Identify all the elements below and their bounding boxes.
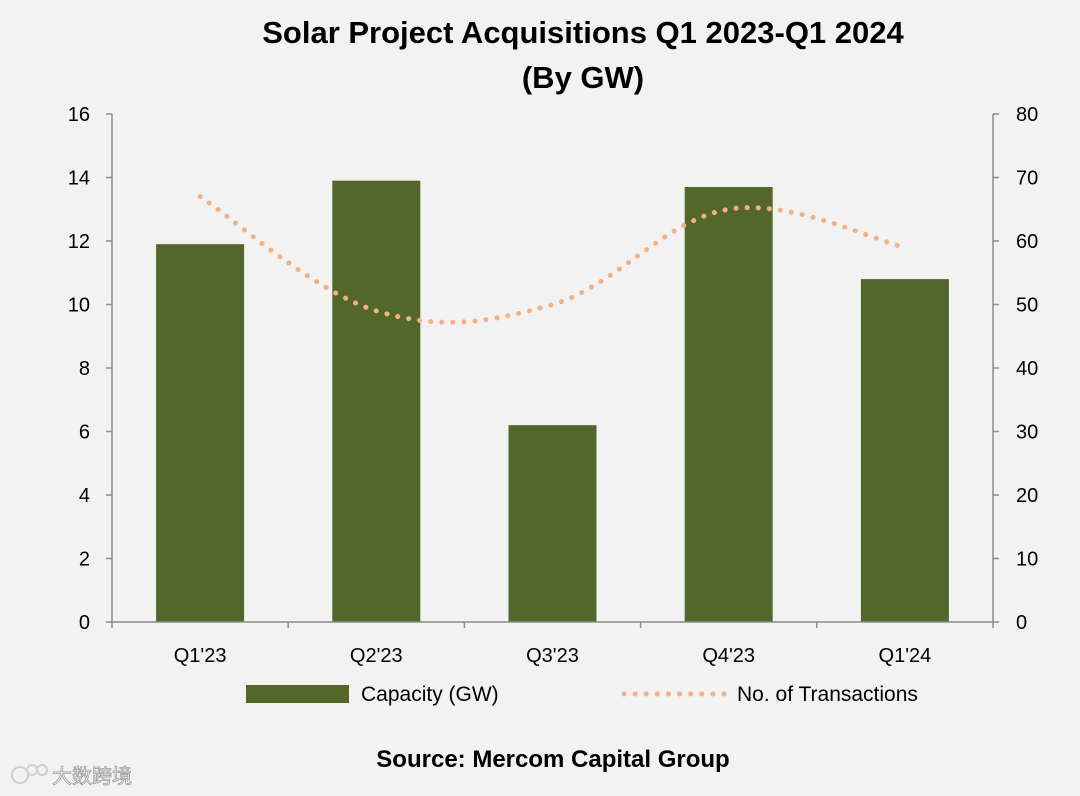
- legend-capacity-swatch: [246, 685, 349, 703]
- right-tick-label: 10: [1016, 549, 1038, 571]
- left-tick-label: 12: [68, 231, 90, 253]
- right-tick-label: 70: [1016, 168, 1038, 190]
- transactions-line: [197, 194, 908, 325]
- right-tick-label: 60: [1016, 231, 1038, 253]
- right-tick-label: 50: [1016, 295, 1038, 317]
- left-tick-label: 4: [79, 485, 90, 507]
- chart-title: Solar Project Acquisitions Q1 2023-Q1 20…: [262, 15, 904, 50]
- bar-Q1'24: [860, 279, 949, 622]
- left-tick-label: 16: [68, 104, 90, 126]
- left-tick-label: 14: [68, 168, 90, 190]
- bar-Q2'23: [332, 180, 421, 623]
- x-tick-label: Q2'23: [350, 645, 403, 667]
- left-tick-label: 0: [79, 612, 90, 634]
- right-tick-label: 80: [1016, 104, 1038, 126]
- left-tick-label: 10: [68, 295, 90, 317]
- right-tick-label: 40: [1016, 358, 1038, 380]
- left-tick-label: 6: [79, 422, 90, 444]
- bars: [156, 180, 949, 623]
- source-note: Source: Mercom Capital Group: [376, 746, 729, 773]
- right-tick-label: 0: [1016, 612, 1027, 634]
- bar-Q3'23: [508, 425, 597, 622]
- legend-transactions-label: No. of Transactions: [737, 683, 918, 706]
- axes: 0 2 4 6 8 10 12 14 16 0 10 20 30 40 50 60 70 80 Q1'23 Q2'23…: [68, 104, 1039, 667]
- left-tick-label: 8: [79, 358, 90, 380]
- right-tick-label: 30: [1016, 422, 1038, 444]
- chart-subtitle: (By GW): [522, 60, 644, 95]
- bar-Q4'23: [684, 187, 773, 622]
- watermark-logo: [11, 764, 48, 784]
- x-tick-label: Q3'23: [526, 645, 579, 667]
- x-tick-label: Q1'23: [174, 645, 227, 667]
- watermark-text: 大数跨境: [52, 764, 132, 788]
- legend-capacity-label: Capacity (GW): [361, 683, 499, 706]
- x-tick-label: Q4'23: [702, 645, 755, 667]
- bar-Q1'23: [156, 244, 245, 623]
- right-tick-label: 20: [1016, 485, 1038, 507]
- left-tick-label: 2: [79, 549, 90, 571]
- transactions-line-layer: [197, 194, 908, 325]
- x-tick-label: Q1'24: [879, 645, 932, 667]
